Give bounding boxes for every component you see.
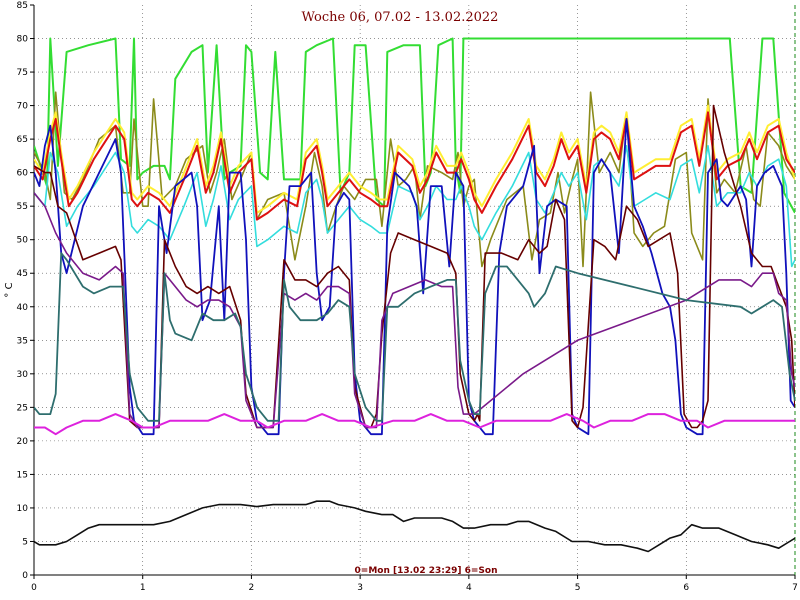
y-tick-label: 55 [17, 202, 28, 212]
x-tick-label: 5 [575, 583, 581, 593]
y-tick-label: 50 [17, 236, 29, 246]
y-tick-label: 40 [17, 303, 29, 313]
x-tick-label: 0 [31, 583, 37, 593]
y-tick-label: 65 [17, 135, 28, 145]
series-layer [34, 37, 795, 553]
y-tick-label: 0 [22, 571, 28, 581]
y-tick-label: 85 [17, 1, 28, 11]
y-tick-label: 5 [22, 537, 28, 547]
y-tick-label: 15 [17, 470, 28, 480]
x-tick-label: 4 [466, 583, 472, 593]
series-line-11 [34, 500, 795, 553]
series-line-9 [34, 252, 795, 422]
x-tick-label: 2 [249, 583, 255, 593]
x-tick-label: 1 [140, 583, 146, 593]
series-line-1 [34, 37, 795, 214]
y-tick-label: 75 [17, 68, 28, 78]
y-tick-label: 35 [17, 336, 28, 346]
series-line-10 [34, 413, 795, 436]
y-tick-label: 30 [17, 370, 29, 380]
footer-label: 0=Mon [13.02 23:29] 6=Son [355, 566, 498, 576]
x-tick-label: 6 [683, 583, 689, 593]
x-tick-label: 3 [357, 583, 363, 593]
y-tick-label: 70 [17, 102, 29, 112]
series-line-4 [34, 111, 795, 221]
y-tick-label: 10 [17, 504, 29, 514]
series-line-6 [34, 118, 795, 436]
y-tick-label: 25 [17, 403, 28, 413]
y-tick-label: 80 [17, 35, 29, 45]
y-tick-label: 45 [17, 269, 28, 279]
series-line-5 [34, 145, 795, 268]
y-tick-label: 60 [17, 169, 29, 179]
y-axis-label: ° C [4, 282, 15, 297]
chart-title: Woche 06, 07.02 - 13.02.2022 [302, 10, 499, 25]
x-tick-label: 7 [792, 583, 798, 593]
series-line-3 [34, 104, 795, 214]
y-tick-label: 20 [17, 437, 29, 447]
